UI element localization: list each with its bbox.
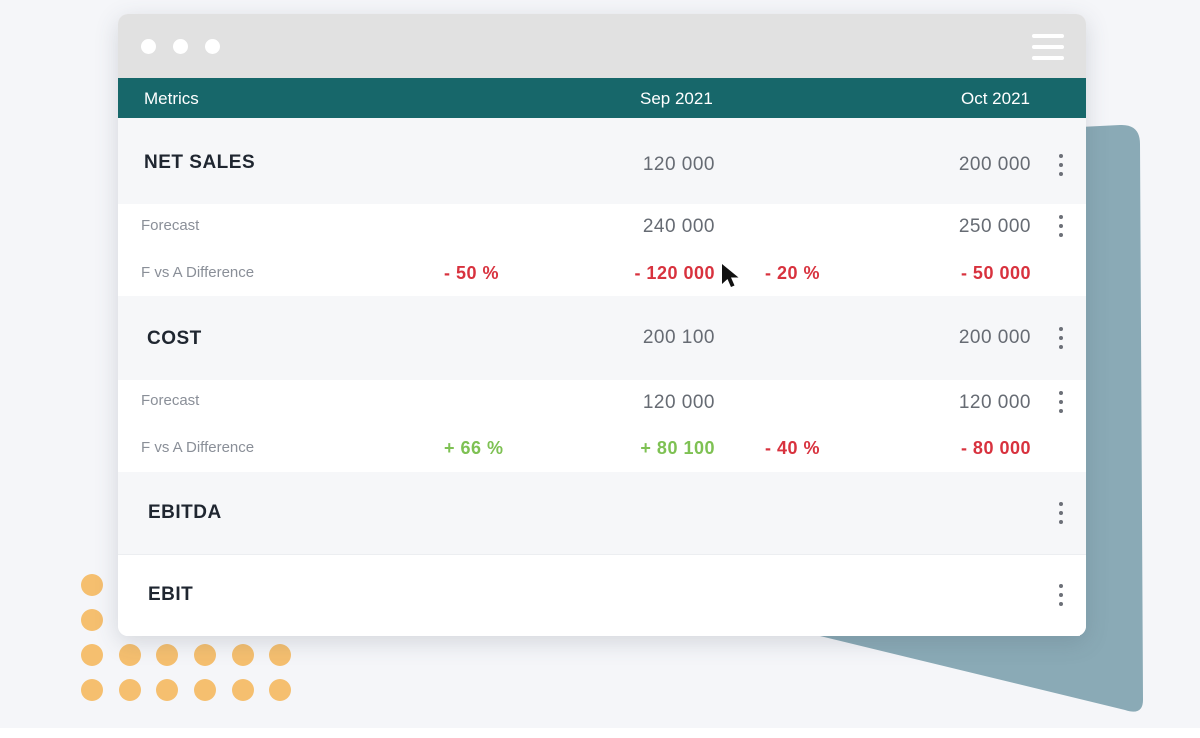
- difference-value-oct: - 80 000: [960, 438, 1031, 458]
- forecast-value-oct: 120 000: [958, 392, 1031, 413]
- forecast-value-sep: 240 000: [642, 216, 715, 237]
- forecast-label: Forecast: [141, 392, 200, 409]
- decor-dot: [269, 644, 291, 666]
- decor-dot: [119, 644, 141, 666]
- difference-value-sep: + 80 100: [640, 438, 715, 458]
- forecast-value-sep: 120 000: [642, 392, 715, 413]
- value-sep: 200 100: [642, 327, 715, 348]
- header-metrics: Metrics: [144, 89, 199, 108]
- decor-dot: [156, 679, 178, 701]
- difference-value-sep: - 120 000: [634, 263, 715, 283]
- bottom-strip: [0, 728, 1200, 738]
- hamburger-menu-icon[interactable]: [1032, 34, 1064, 60]
- decorative-dots: [80, 574, 300, 704]
- more-options-icon[interactable]: [1058, 502, 1064, 524]
- table-subrows-cost: Forecast 120 000 120 000 F vs A Differen…: [118, 380, 1086, 472]
- difference-pct-oct: - 20 %: [765, 263, 821, 283]
- decor-dot: [156, 644, 178, 666]
- window-titlebar: [118, 14, 1086, 78]
- table-row-net-sales[interactable]: NET SALES 120 000 200 000: [118, 118, 1086, 204]
- value-sep: 120 000: [642, 154, 715, 175]
- difference-pct-sep: - 50 %: [444, 263, 500, 283]
- more-options-icon[interactable]: [1058, 154, 1064, 176]
- difference-label: F vs A Difference: [141, 264, 255, 281]
- decor-dot: [194, 679, 216, 701]
- more-options-icon[interactable]: [1058, 215, 1064, 237]
- window-minimize-dot[interactable]: [173, 39, 188, 54]
- decor-dot: [81, 644, 103, 666]
- more-options-icon[interactable]: [1058, 584, 1064, 606]
- decor-dot: [119, 679, 141, 701]
- window-maximize-dot[interactable]: [205, 39, 220, 54]
- difference-label: F vs A Difference: [141, 439, 255, 456]
- table-row-ebitda[interactable]: EBITDA: [118, 472, 1086, 554]
- table-header: Metrics Sep 2021 Oct 2021: [118, 78, 1086, 118]
- window-close-dot[interactable]: [141, 39, 156, 54]
- more-options-icon[interactable]: [1058, 327, 1064, 349]
- decor-dot: [194, 644, 216, 666]
- decor-dot: [81, 609, 103, 631]
- table-row-ebit[interactable]: EBIT: [118, 554, 1086, 636]
- header-sep-2021: Sep 2021: [640, 89, 713, 108]
- difference-pct-oct: - 40 %: [765, 438, 821, 458]
- table-subrows-net-sales: Forecast 240 000 250 000 F vs A Differen…: [118, 204, 1086, 296]
- value-oct: 200 000: [958, 154, 1031, 175]
- metric-title: EBITDA: [148, 502, 222, 523]
- header-oct-2021: Oct 2021: [961, 89, 1030, 108]
- difference-pct-sep: + 66 %: [444, 438, 504, 458]
- decor-dot: [232, 679, 254, 701]
- more-options-icon[interactable]: [1058, 391, 1064, 413]
- decor-dot: [269, 679, 291, 701]
- mouse-pointer-icon: [722, 264, 739, 287]
- table-row-cost[interactable]: COST 200 100 200 000: [118, 296, 1086, 380]
- difference-value-oct: - 50 000: [960, 263, 1031, 283]
- metric-title: EBIT: [148, 584, 194, 605]
- metric-title: COST: [147, 328, 202, 349]
- forecast-value-oct: 250 000: [958, 216, 1031, 237]
- app-window: Metrics Sep 2021 Oct 2021 NET SALES 120 …: [118, 14, 1086, 636]
- decor-dot: [81, 574, 103, 596]
- value-oct: 200 000: [958, 327, 1031, 348]
- forecast-label: Forecast: [141, 217, 200, 234]
- metric-title: NET SALES: [144, 152, 256, 173]
- decor-dot: [81, 679, 103, 701]
- decor-dot: [232, 644, 254, 666]
